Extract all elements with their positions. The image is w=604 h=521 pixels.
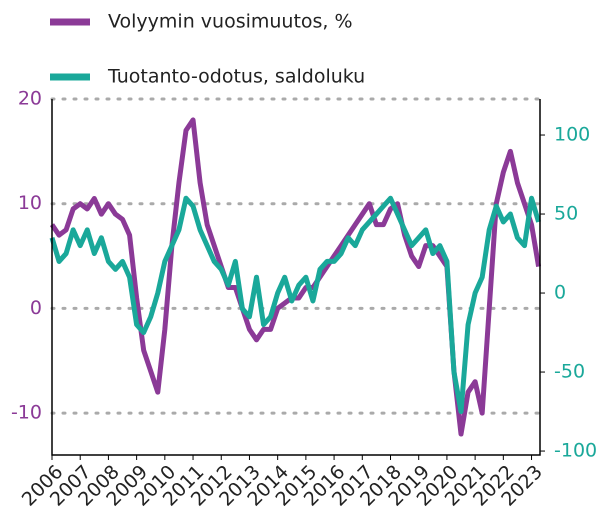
y-tick-label: -10	[11, 402, 42, 424]
legend-label: Tuotanto-odotus, saldoluku	[107, 66, 365, 88]
y-tick-label: 0	[30, 297, 42, 319]
y2-tick-label: -100	[554, 440, 597, 462]
y-tick-label: 20	[18, 88, 42, 110]
y-tick-label: 10	[18, 192, 42, 214]
series-line	[49, 195, 541, 415]
y2-tick-label: 0	[554, 282, 566, 304]
axes	[51, 99, 541, 456]
y2-tick-label: -50	[554, 361, 585, 383]
series-line	[49, 117, 542, 437]
y2-tick-label: 50	[554, 203, 578, 225]
legend-label: Volyymin vuosimuutos, %	[108, 11, 353, 33]
y2-tick-label: 100	[554, 124, 590, 146]
